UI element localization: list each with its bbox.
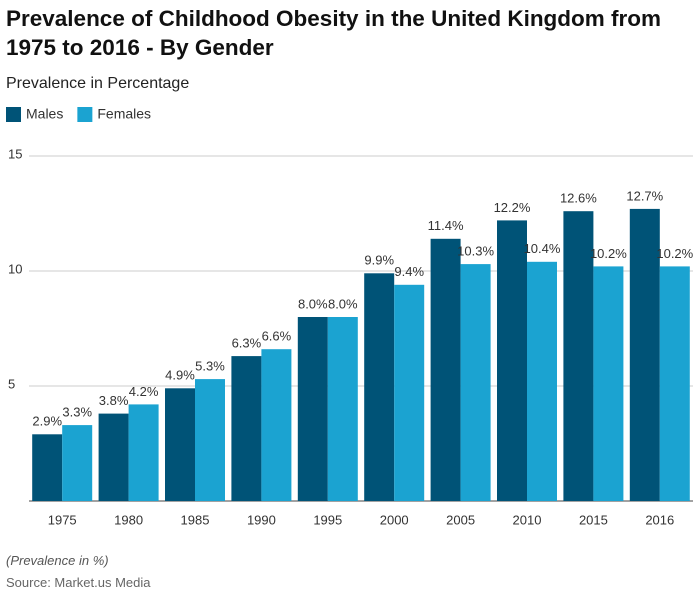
value-label: 8.0% — [328, 296, 358, 311]
bar — [430, 238, 461, 502]
bar — [364, 273, 395, 501]
bar — [165, 388, 195, 501]
x-tick-label: 1980 — [114, 512, 143, 527]
bar — [659, 266, 690, 501]
value-label: 11.4% — [428, 218, 464, 233]
bar — [563, 211, 594, 501]
value-label: 4.9% — [165, 368, 195, 383]
value-label: 6.3% — [232, 336, 262, 351]
legend-swatch — [77, 107, 93, 122]
value-label: 12.6% — [560, 191, 597, 206]
x-tick-label: 2000 — [380, 512, 409, 527]
bar — [497, 220, 527, 501]
chart-subtitle: Prevalence in Percentage — [6, 75, 190, 92]
bar — [231, 356, 262, 501]
value-label: 4.2% — [129, 384, 159, 399]
chart-title: Prevalence of Childhood Obesity in the U… — [6, 6, 662, 60]
legend-label: Females — [97, 106, 151, 122]
value-label: 3.8% — [99, 393, 129, 408]
note: (Prevalence in %) — [6, 553, 109, 568]
bar — [629, 208, 660, 501]
y-tick-label: 5 — [8, 376, 15, 391]
value-label: 12.2% — [494, 200, 531, 215]
x-tick-label: 2015 — [579, 512, 608, 527]
x-tick-label: 2016 — [645, 512, 674, 527]
value-label: 3.3% — [62, 405, 92, 420]
bar — [593, 266, 624, 501]
source: Source: Market.us Media — [6, 575, 151, 590]
legend-swatch — [6, 107, 21, 122]
value-label: 6.6% — [262, 329, 292, 344]
value-label: 10.4% — [524, 241, 561, 256]
bar — [460, 264, 491, 501]
x-tick-label: 1995 — [313, 512, 342, 527]
bar — [98, 413, 129, 501]
y-tick-label: 15 — [8, 146, 22, 161]
bar — [527, 261, 557, 501]
x-tick-label: 1975 — [48, 512, 77, 527]
value-label: 8.0% — [298, 296, 328, 311]
value-label: 10.2% — [590, 246, 627, 261]
bar — [394, 284, 425, 501]
x-tick-label: 2005 — [446, 512, 475, 527]
bar — [327, 317, 358, 501]
bar — [297, 317, 328, 501]
legend-label: Males — [26, 106, 63, 122]
x-tick-label: 2010 — [513, 512, 542, 527]
value-label: 10.3% — [457, 244, 494, 259]
value-label: 2.9% — [32, 414, 62, 429]
x-tick-label: 1990 — [247, 512, 276, 527]
bar — [261, 349, 292, 501]
x-tick-label: 1985 — [181, 512, 210, 527]
y-tick-label: 10 — [8, 261, 22, 276]
value-label: 9.4% — [394, 264, 424, 279]
bar — [128, 404, 159, 501]
value-label: 9.9% — [364, 253, 394, 268]
bar — [32, 434, 63, 501]
value-label: 10.2% — [656, 246, 693, 261]
bar — [195, 379, 225, 501]
bar — [62, 425, 93, 501]
value-label: 5.3% — [195, 359, 225, 374]
value-label: 12.7% — [626, 188, 663, 203]
